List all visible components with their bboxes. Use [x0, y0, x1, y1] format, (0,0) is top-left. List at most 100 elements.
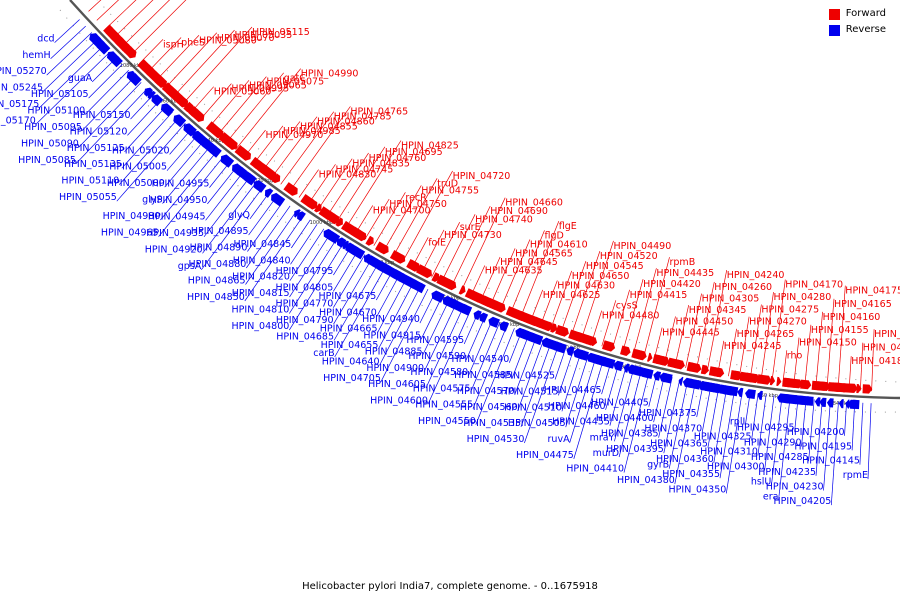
label-leader-line: [392, 178, 438, 257]
forward-gene-arrow: [689, 362, 702, 373]
label-leader-line: [605, 363, 620, 410]
gene-label-hpin_04815: HPIN_04815: [232, 288, 290, 299]
gene-label-hpin_04630: HPIN_04630: [557, 281, 615, 292]
label-leader-line: [540, 280, 558, 326]
label-leader-line: [725, 390, 743, 494]
label-leader-line: [851, 402, 856, 451]
gene-label-hpin_04305: HPIN_04305: [702, 294, 760, 305]
reverse-gene-arrow: [757, 390, 763, 400]
label-leader-line: [280, 111, 335, 185]
reverse-gene-arrow: [708, 383, 721, 394]
label-leader-line: [147, 37, 182, 73]
forward-gene-arrow: [290, 187, 298, 196]
gene-label-hpin_04575: HPIN_04575: [413, 383, 471, 394]
reverse-gene-arrow: [554, 342, 567, 354]
forward-gene-arrow: [335, 217, 343, 227]
label-leader-line: [757, 394, 767, 456]
gene-label-rpli: rplI: [730, 416, 745, 427]
gene-label-hpin_04280: HPIN_04280: [774, 292, 832, 303]
gene-label-hpin_04325: HPIN_04325: [694, 432, 752, 443]
forward-gene-arrow: [310, 201, 318, 210]
gene-label-hpin_05020: HPIN_05020: [112, 145, 170, 156]
label-leader-line: [749, 304, 762, 380]
label-leader-line: [601, 361, 612, 395]
gene-label-hpin_04700: HPIN_04700: [373, 205, 431, 216]
label-leader-line: [326, 152, 369, 217]
forward-gene-arrow: [800, 379, 812, 390]
gene-label-hpin_05135: HPIN_05135: [64, 159, 122, 170]
gene-label-hpin_04200: HPIN_04200: [787, 427, 845, 438]
gene-label-hpin_04625: HPIN_04625: [543, 290, 601, 301]
forward-swatch: [828, 8, 840, 20]
gene-label-hpin_04555: HPIN_04555: [415, 400, 473, 411]
gene-label-hpin_04505: HPIN_04505: [508, 418, 566, 429]
forward-gene-arrow: [314, 203, 322, 213]
label-leader-line: [778, 396, 791, 501]
gene-label-hpin_04285: HPIN_04285: [751, 452, 809, 463]
label-leader-line: [383, 185, 422, 252]
gene-label-hpin_04170: HPIN_04170: [785, 280, 843, 291]
gene-label-hpin_04670: HPIN_04670: [319, 307, 377, 318]
gene-label-glys: glyS: [142, 195, 162, 206]
label-leader-line: [289, 228, 325, 281]
label-leader-line: [648, 373, 658, 407]
reverse-gene-arrow: [479, 312, 489, 323]
forward-gene-arrow: [673, 359, 685, 370]
gene-label-fole: folE: [428, 237, 446, 248]
label-leader-line: [289, 233, 331, 298]
gene-label-hpin_04860: HPIN_04860: [317, 117, 375, 128]
gene-label-hpin_04690: HPIN_04690: [490, 206, 548, 217]
gene-label-hpin_04765: HPIN_04765: [350, 106, 408, 117]
label-leader-line: [335, 146, 386, 223]
label-leader-line: [826, 298, 835, 389]
reverse-gene-arrow: [627, 364, 644, 377]
reverse-gene-arrow: [686, 378, 702, 390]
label-leader-line: [823, 400, 831, 491]
label-leader-line: [867, 403, 872, 480]
legend-forward-label: Forward: [845, 8, 886, 19]
label-leader-line: [632, 268, 657, 356]
gene-label-flgd: flgD: [545, 230, 564, 241]
label-leader-line: [121, 111, 173, 169]
ruler-label: 1000 kbp: [310, 220, 334, 226]
reverse-gene-arrow: [111, 56, 123, 68]
label-leader-line: [713, 387, 728, 463]
label-leader-line: [39, 45, 105, 109]
gene-label-hpin_04635: HPIN_04635: [485, 266, 543, 277]
ruler-label: 1040 kbp: [201, 138, 225, 144]
forward-gene-arrow: [647, 352, 653, 362]
forward-gene-arrow: [407, 259, 420, 272]
gene-label-hpin_04155: HPIN_04155: [811, 325, 869, 336]
label-leader-line: [804, 324, 812, 387]
gene-label-phes: pheS: [181, 38, 205, 49]
gene-label-hpin_04245: HPIN_04245: [724, 341, 782, 352]
gene-label-hpin_05085: HPIN_05085: [18, 155, 76, 166]
label-leader-line: [333, 258, 373, 325]
gene-label-hpin_04595: HPIN_04595: [406, 335, 464, 346]
gene-label-hpin_04375: HPIN_04375: [639, 408, 697, 419]
label-leader-line: [91, 57, 117, 83]
label-leader-line: [844, 401, 847, 436]
gene-label-hpin_04175: HPIN_04175: [845, 286, 900, 297]
label-leader-line: [419, 292, 436, 324]
forward-gene-arrow: [856, 384, 862, 394]
gene-label-ruva: ruvA: [548, 434, 571, 445]
gene-label-hpin_04195: HPIN_04195: [794, 441, 852, 452]
gene-label-isph: ispH: [163, 39, 184, 50]
label-leader-line: [121, 0, 170, 47]
gene-label-hpin_04510: HPIN_04510: [504, 402, 562, 413]
label-leader-line: [808, 399, 815, 462]
gene-label-hpin_04605: HPIN_04605: [368, 379, 426, 390]
gene-label-hpin_04455: HPIN_04455: [552, 417, 610, 428]
forward-gene-arrow: [489, 299, 506, 313]
gene-label-hpin_04665: HPIN_04665: [320, 324, 378, 335]
reverse-swatch: [828, 24, 840, 36]
gene-label-hpin_04410: HPIN_04410: [566, 464, 624, 475]
forward-gene-arrow: [397, 254, 404, 264]
gene-label-hpin_04685: HPIN_04685: [276, 332, 334, 343]
reverse-gene-arrow: [678, 376, 684, 386]
label-leader-line: [696, 383, 704, 418]
gene-label-hpin_04465: HPIN_04465: [544, 385, 602, 396]
gene-label-hpin_04940: HPIN_04940: [362, 314, 420, 325]
label-leader-line: [751, 392, 759, 441]
